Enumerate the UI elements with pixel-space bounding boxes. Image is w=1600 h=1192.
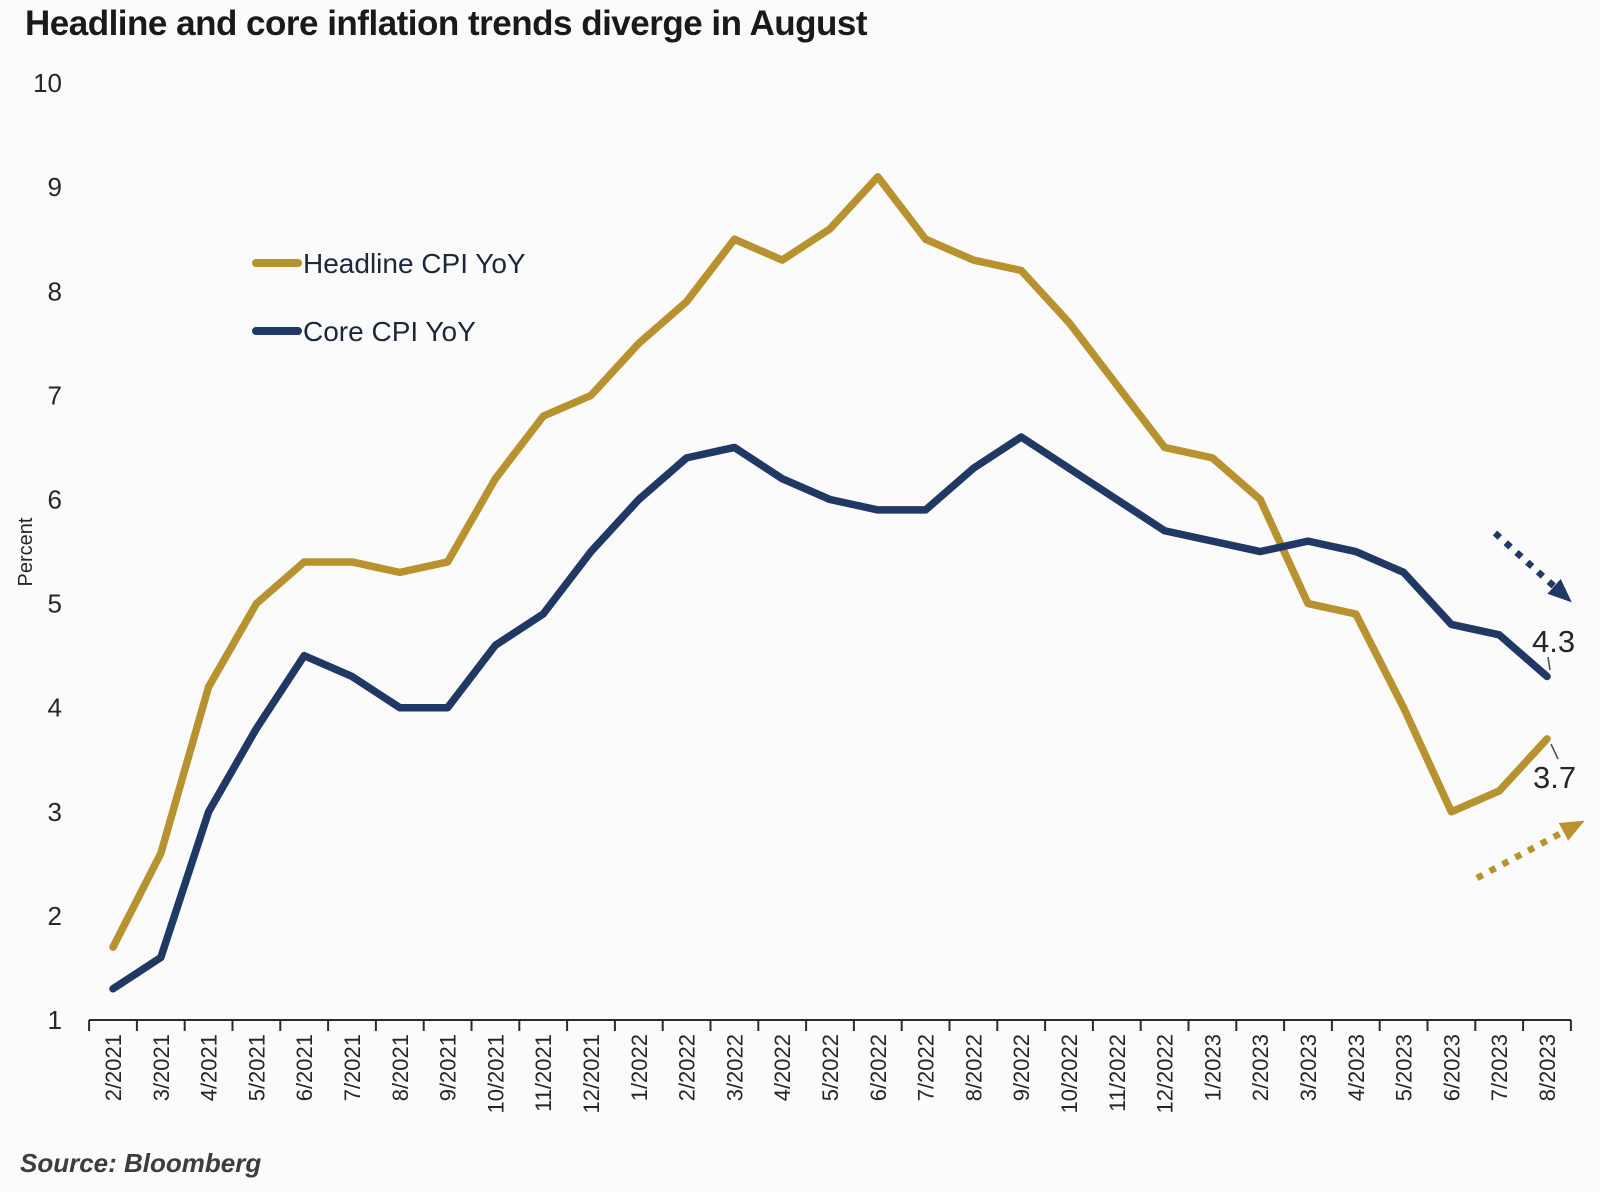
y-axis-label: 7: [48, 380, 62, 410]
y-axis-label: 4: [48, 693, 62, 723]
x-axis-label: 10/2021: [483, 1034, 508, 1114]
y-axis-label: 3: [48, 797, 62, 827]
x-axis-label: 5/2021: [244, 1034, 269, 1101]
legend-label-headline-cpi: Headline CPI YoY: [303, 248, 526, 279]
x-axis-label: 3/2023: [1296, 1034, 1321, 1101]
core-cpi-yoy-line: [109, 433, 1551, 993]
x-axis-label: 4/2023: [1344, 1034, 1369, 1101]
series-lines: [109, 173, 1551, 993]
x-axis-label: 7/2023: [1487, 1034, 1512, 1101]
headline-cpi-yoy-line: [109, 173, 1551, 951]
x-axis-label: 5/2022: [818, 1034, 843, 1101]
x-axis-label: 6/2021: [292, 1034, 317, 1101]
annotation-headline-latest: 3.7: [1533, 743, 1576, 795]
x-axis-label: 3/2022: [722, 1034, 747, 1101]
annotation-headline-leader-line: [1550, 743, 1559, 760]
x-axis-label: 2/2023: [1248, 1034, 1273, 1101]
x-axis-label: 11/2021: [531, 1034, 556, 1112]
y-axis-label: 1: [48, 1005, 62, 1035]
x-axis-label: 1/2023: [1200, 1034, 1225, 1101]
annotation-headline-value: 3.7: [1533, 760, 1576, 795]
x-axis-label: 4/2021: [197, 1034, 222, 1101]
y-axis-label: 5: [48, 589, 62, 619]
x-axis-label: 8/2022: [961, 1034, 986, 1101]
x-axis-label: 2/2021: [101, 1034, 126, 1101]
x-axis-label: 9/2021: [436, 1034, 461, 1101]
y-axis-label: 9: [48, 172, 62, 202]
x-axis-label: 9/2022: [1009, 1034, 1034, 1101]
x-axis-label: 2/2022: [675, 1034, 700, 1101]
x-axis-label: 8/2023: [1535, 1034, 1560, 1101]
x-axis-label: 7/2021: [340, 1034, 365, 1101]
annotation-core-value: 4.3: [1532, 624, 1575, 659]
y-axis-label: 10: [33, 68, 62, 98]
x-axis-label: 11/2022: [1105, 1034, 1130, 1112]
x-axis-label: 12/2022: [1153, 1034, 1178, 1114]
y-axis-label: 6: [48, 485, 62, 515]
x-axis-label: 5/2023: [1392, 1034, 1417, 1101]
x-axis-label: 12/2021: [579, 1034, 604, 1114]
y-axis-label: 2: [48, 901, 62, 931]
legend-label-core-cpi: Core CPI YoY: [303, 316, 476, 347]
y-axis-title: Percent: [15, 517, 37, 586]
x-axis-label: 8/2021: [388, 1034, 413, 1101]
x-axis-label: 7/2022: [914, 1034, 939, 1101]
headline-trend-arrow-up-icon: [1475, 820, 1585, 881]
annotation-core-latest: 4.3: [1532, 624, 1575, 671]
x-axis-label: 6/2023: [1439, 1034, 1464, 1101]
x-axis-label: 1/2022: [627, 1034, 652, 1101]
page-title: Headline and core inflation trends diver…: [25, 4, 868, 43]
x-axis-label: 3/2021: [149, 1034, 174, 1101]
legend: Headline CPI YoY Core CPI YoY: [252, 248, 526, 347]
axes: 2/2021 3/2021 4/2021 5/2021 6/2021 7/2021 8/20…: [33, 68, 1572, 1114]
core-trend-arrow-down-icon: [1492, 530, 1572, 603]
y-axis-label: 8: [48, 276, 62, 306]
x-axis-label: 6/2022: [866, 1034, 891, 1101]
annotation-core-leader-line: [1547, 656, 1551, 671]
x-axis-label: 4/2022: [770, 1034, 795, 1101]
source-note: Source: Bloomberg: [20, 1148, 262, 1178]
x-axis-label: 10/2022: [1057, 1034, 1082, 1114]
